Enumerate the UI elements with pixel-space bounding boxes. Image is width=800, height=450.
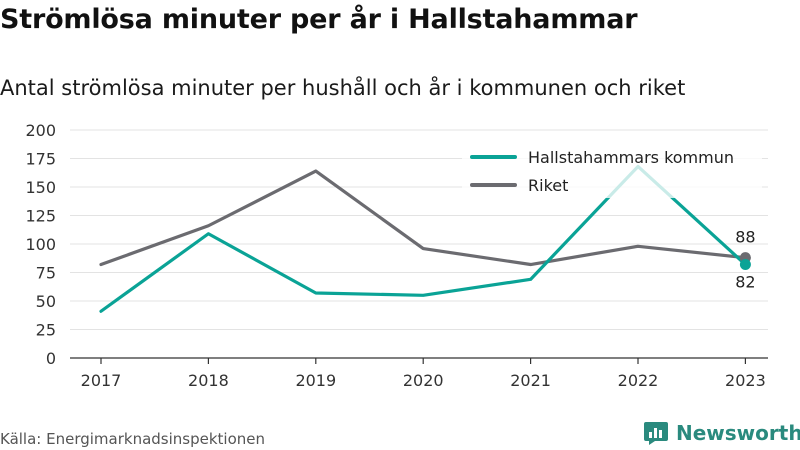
end-value-label: 82 [735, 273, 755, 292]
chart-title: Strömlösa minuter per år i Hallstahammar [0, 4, 638, 35]
y-tick-label: 0 [46, 349, 56, 368]
line-chart: 0 25 50 75 100 125 150 175 200 2017 2018 2019 2020 20… [25, 121, 768, 390]
brand-name: Newsworthy [676, 421, 800, 445]
y-tick-label: 75 [36, 264, 56, 283]
x-tick-label: 2020 [403, 371, 444, 390]
y-tick-label: 100 [25, 235, 56, 254]
x-tick-label: 2021 [510, 371, 551, 390]
series-line [99, 169, 748, 267]
y-tick-label: 50 [36, 292, 56, 311]
y-tick-label: 125 [25, 207, 56, 226]
y-tick-label: 175 [25, 150, 56, 169]
legend-label: Hallstahammars kommun [528, 148, 734, 167]
x-tick-label: 2022 [618, 371, 659, 390]
chart-subtitle: Antal strömlösa minuter per hushåll och … [0, 76, 686, 100]
end-marker [739, 259, 751, 271]
legend-background [462, 143, 762, 198]
y-tick-label: 25 [36, 321, 56, 340]
x-tick-label: 2023 [725, 371, 766, 390]
end-value-label: 88 [735, 228, 755, 247]
y-tick-label: 200 [25, 121, 56, 140]
source-note: Källa: Energimarknadsinspektionen [0, 430, 266, 448]
newsworthy-logo-icon [644, 422, 668, 445]
x-tick-label: 2017 [81, 371, 122, 390]
x-tick-label: 2018 [188, 371, 229, 390]
x-tick-label: 2019 [295, 371, 336, 390]
legend-label: Riket [528, 176, 568, 195]
y-tick-label: 150 [25, 178, 56, 197]
brand-logo: Newsworthy [643, 420, 800, 446]
